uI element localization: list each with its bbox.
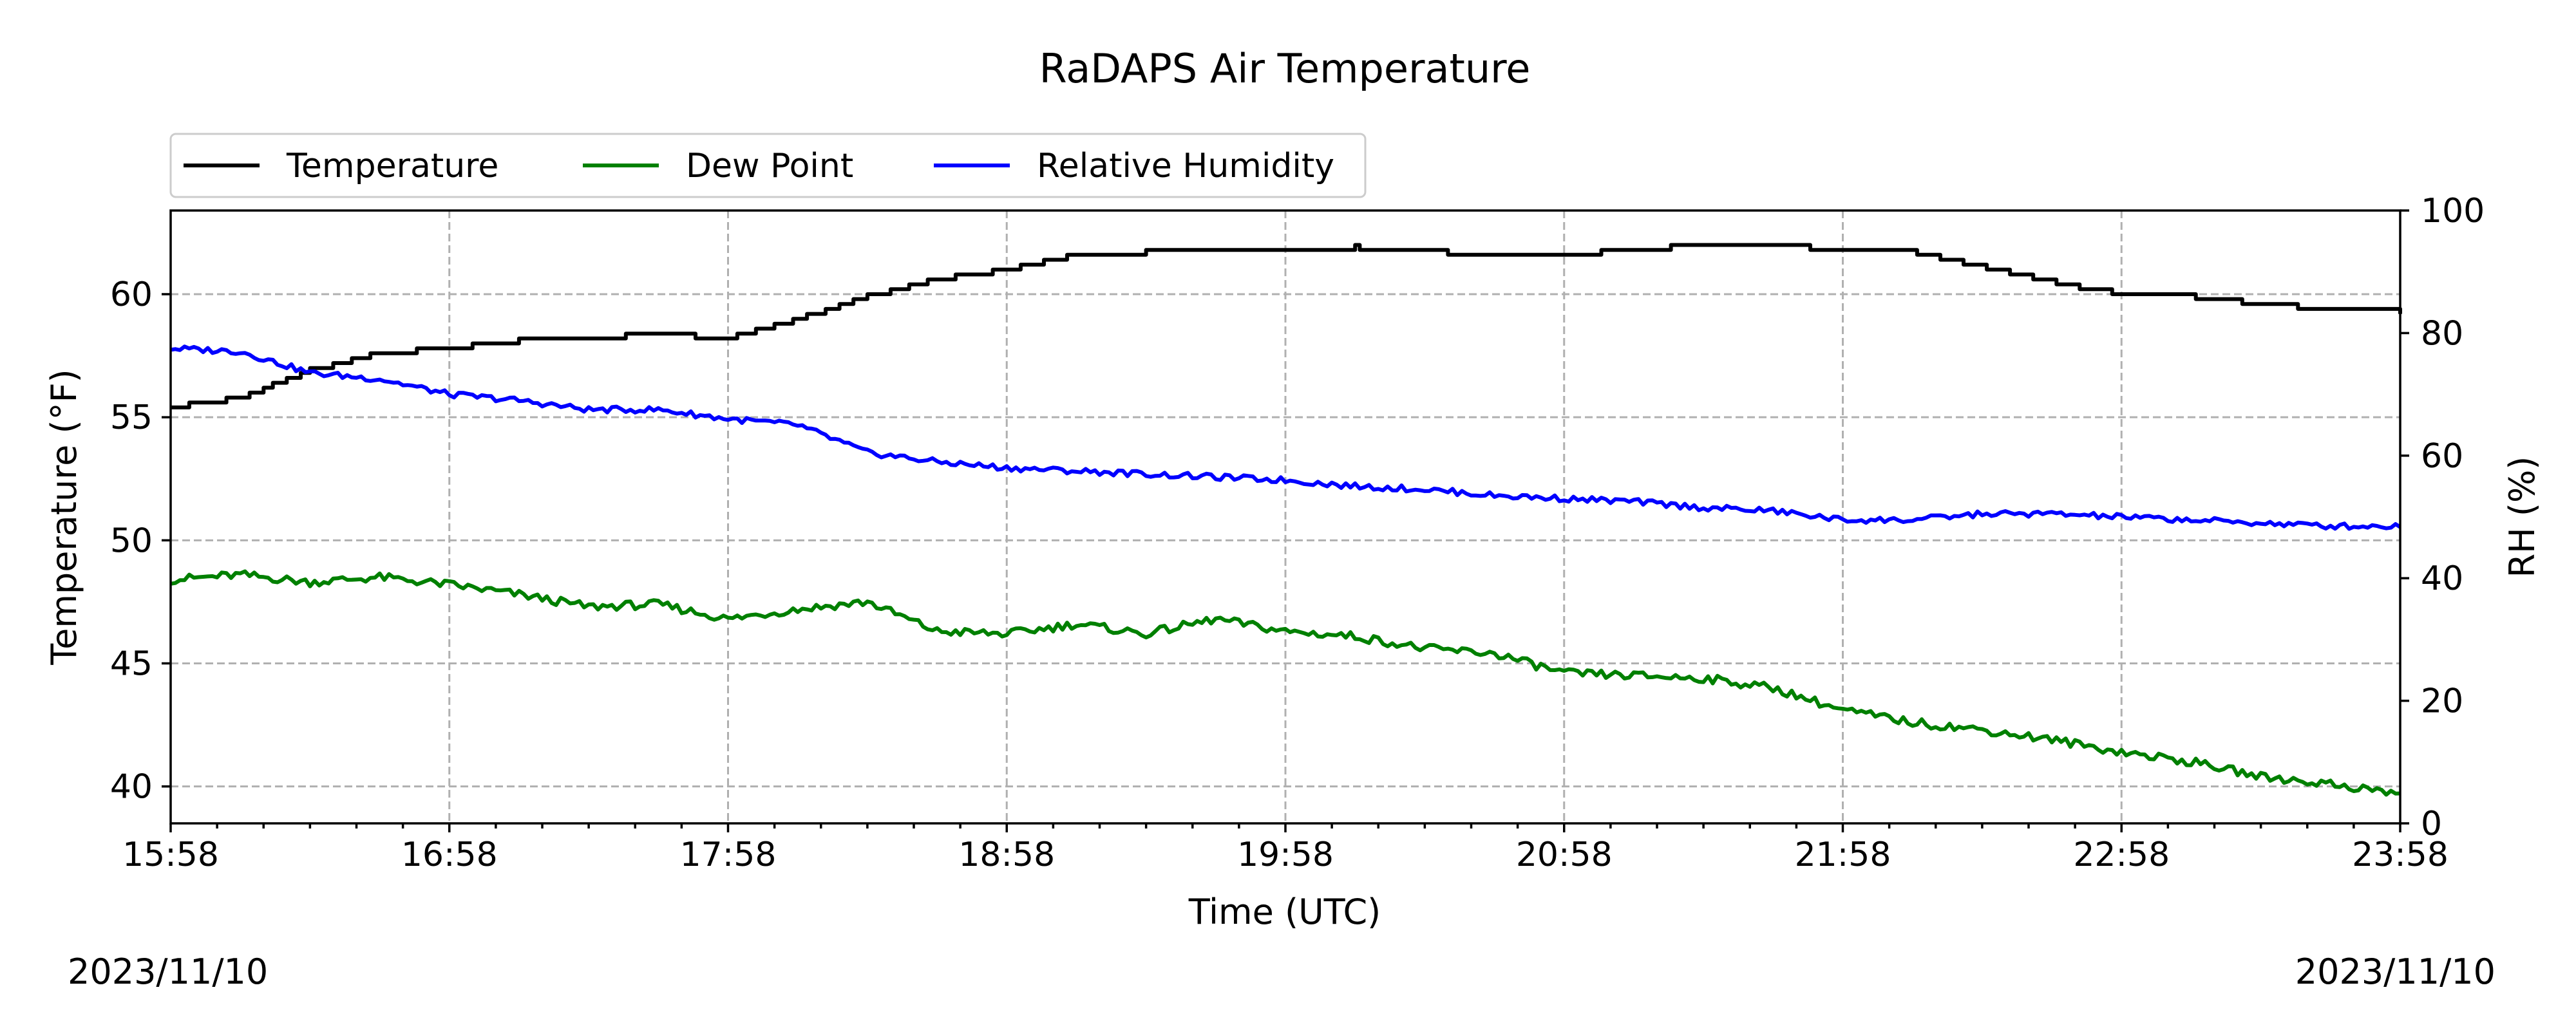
y-axis-right: 0 20 40 60 80 100 <box>2400 192 2485 843</box>
y-axis-left: 40 45 50 55 60 <box>110 276 171 807</box>
x-tick-label: 23:58 <box>2352 836 2448 874</box>
legend-label: Temperature <box>286 147 498 185</box>
y2-tick-label: 0 <box>2421 805 2442 843</box>
y-tick-label: 40 <box>110 768 153 807</box>
series-line-dew-point <box>170 569 2401 797</box>
chart-title: RaDAPS Air Temperature <box>1039 45 1531 92</box>
series-lines <box>170 243 2402 797</box>
grid <box>171 211 2400 823</box>
y2-tick-label: 40 <box>2421 559 2463 598</box>
x-tick-label: 17:58 <box>680 836 777 874</box>
y2-tick-label: 100 <box>2421 192 2485 230</box>
x-tick-label: 19:58 <box>1237 836 1334 874</box>
date-left: 2023/11/10 <box>68 951 268 992</box>
legend-box <box>169 133 1367 198</box>
y-tick-label: 50 <box>110 521 153 560</box>
y2-tick-label: 20 <box>2421 682 2463 721</box>
y-tick-label: 45 <box>110 644 153 683</box>
y2-tick-label: 80 <box>2421 314 2463 353</box>
x-axis-label: Time (UTC) <box>1188 892 1381 932</box>
y-tick-label: 60 <box>110 276 153 314</box>
x-tick-label: 20:58 <box>1516 836 1613 874</box>
series-line-temperature <box>171 243 2402 409</box>
x-tick-label: 21:58 <box>1795 836 1891 874</box>
x-tick-label: 15:58 <box>122 836 219 874</box>
legend-label: Relative Humidity <box>1037 147 1334 185</box>
date-right: 2023/11/10 <box>2295 951 2496 992</box>
series-line-relative-humidity <box>170 344 2401 531</box>
x-tick-label: 16:58 <box>401 836 498 874</box>
x-tick-label: 18:58 <box>958 836 1055 874</box>
y2-tick-label: 60 <box>2421 437 2463 476</box>
x-tick-label: 22:58 <box>2073 836 2170 874</box>
legend-label: Dew Point <box>686 147 853 185</box>
x-axis: 15:58 16:58 17:58 18:58 19:58 20:58 21:58 22:58… <box>122 823 2448 874</box>
y2-axis-label: RH (%) <box>2502 456 2543 578</box>
y-axis-label: Temperature (°F) <box>44 369 84 665</box>
legend: Temperature Dew Point Relative Humidity <box>169 133 1367 198</box>
y-tick-label: 55 <box>110 398 153 437</box>
